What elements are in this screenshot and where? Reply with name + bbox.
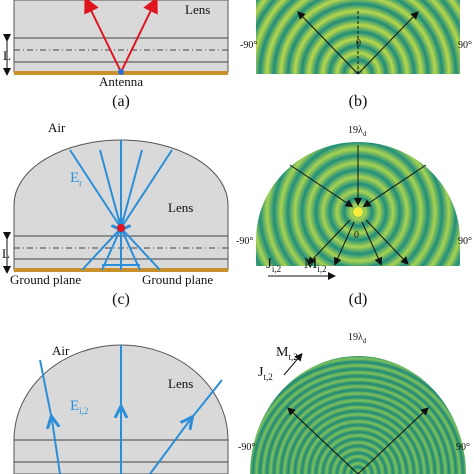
label: t,2 (288, 352, 297, 362)
label: 0 (356, 38, 361, 49)
label: Lens (185, 2, 210, 17)
label: d (363, 337, 367, 345)
label: 19λ (348, 332, 363, 343)
caption: (c) (112, 291, 130, 308)
label: E (70, 398, 79, 414)
label: t,2 (263, 372, 272, 382)
label: M (304, 256, 317, 272)
label: Ground plane (10, 272, 81, 287)
label: Lens (168, 200, 193, 215)
label: J (266, 256, 272, 272)
label: d (363, 130, 367, 138)
label: -90° (238, 442, 255, 453)
label: J (258, 365, 264, 380)
panel-c: Air Er Lens L Ground plane Ground plane … (2, 120, 229, 308)
label: Air (52, 343, 70, 358)
caption: (d) (349, 291, 368, 308)
label: Ji,2 (266, 256, 281, 274)
label: 19λd (348, 125, 367, 138)
label: Jt,2 (258, 365, 273, 382)
caption: (b) (349, 93, 368, 110)
panel-e: Air Ei,2 Lens (13, 343, 229, 474)
label: Lens (168, 376, 193, 391)
label: i,2 (317, 264, 326, 274)
label: Er (70, 170, 82, 188)
label: E (70, 170, 79, 186)
label: 90° (456, 442, 470, 453)
label: -90° (236, 236, 253, 247)
label: Mt,2 (276, 345, 298, 362)
label: i,2 (272, 264, 281, 274)
label: -90° (240, 40, 257, 51)
label: Ei,2 (70, 398, 88, 416)
label: 90° (458, 236, 472, 247)
label: 19λd (348, 332, 367, 345)
panel-f: 19λd Mt,2 Jt,2 -90° 90° (238, 332, 470, 474)
panel-b: -90° 0 90° (b) (240, 0, 472, 110)
label: Mi,2 (304, 256, 327, 274)
caption: (a) (112, 93, 130, 110)
label: 19λ (348, 125, 363, 136)
label: Ground plane (142, 272, 213, 287)
label: 0 (354, 230, 359, 241)
label: 90° (458, 40, 472, 51)
label: Air (48, 120, 66, 135)
label: L (3, 48, 11, 63)
label: Antenna (99, 74, 143, 89)
label: r (79, 178, 82, 188)
label: L (2, 246, 10, 261)
panel-d: 19λd -90° 0 90° Ji,2 Mi,2 (d) (236, 125, 472, 308)
label: i,2 (79, 406, 88, 416)
label: M (276, 345, 289, 360)
panel-a: Lens L Antenna (a) (3, 0, 229, 110)
